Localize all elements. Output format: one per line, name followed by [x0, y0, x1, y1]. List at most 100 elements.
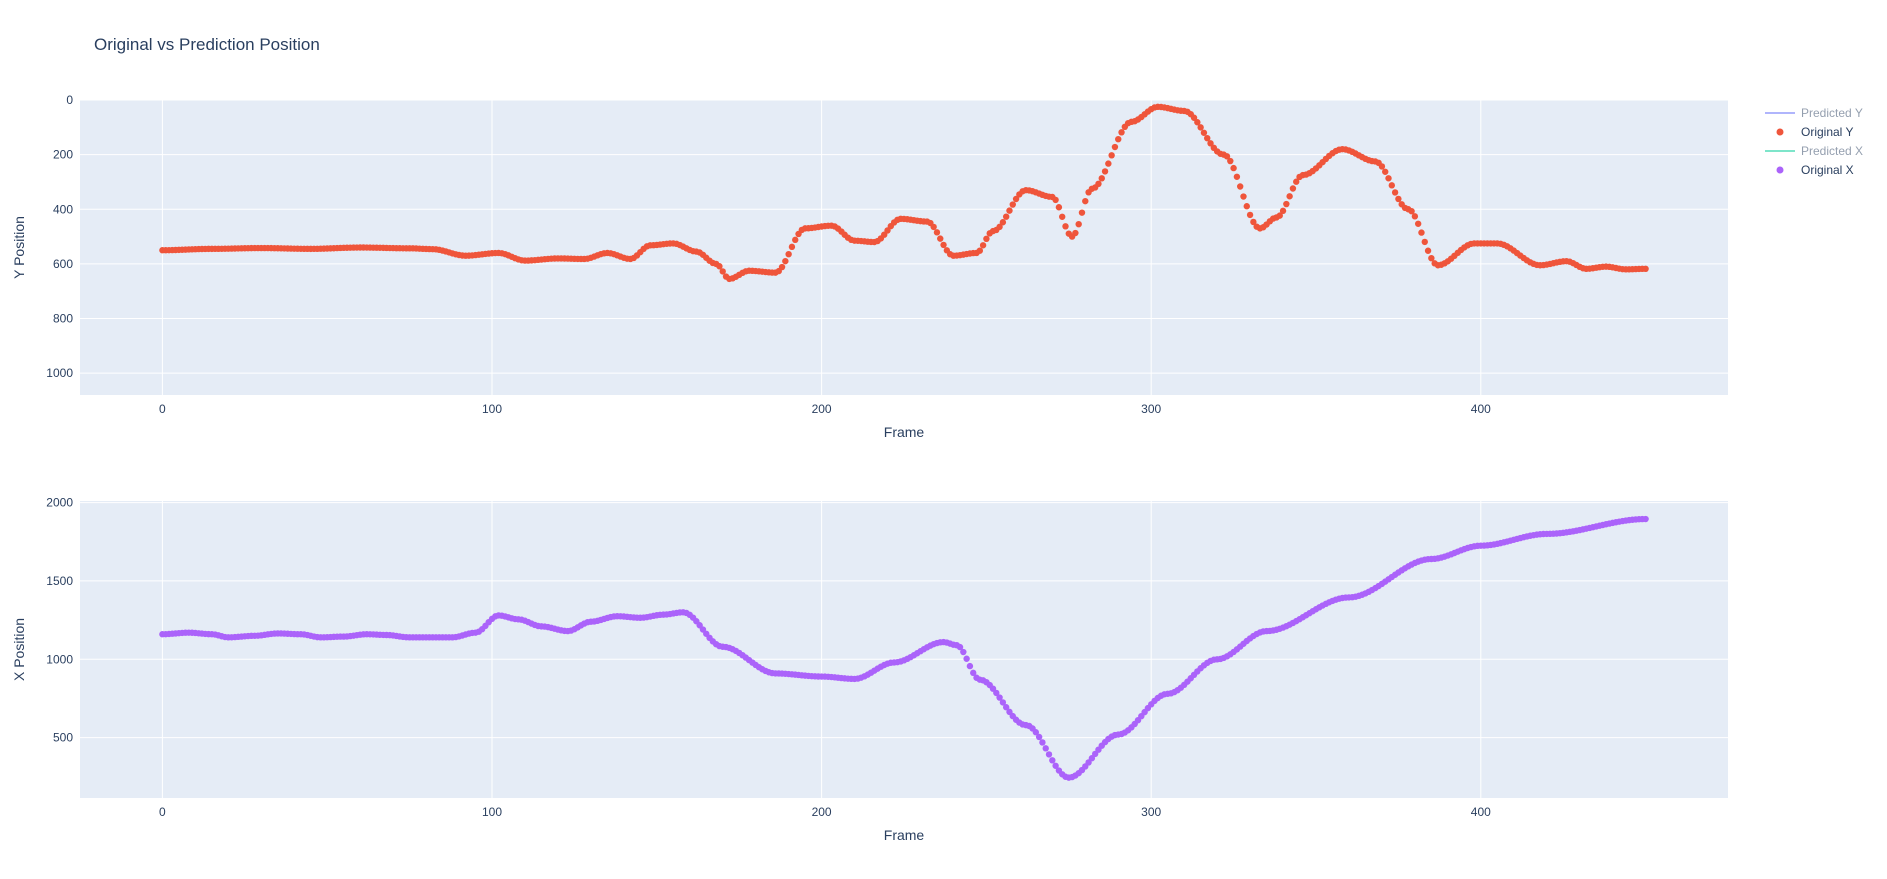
x-tick-label: 300 [1141, 402, 1161, 416]
data-point [1411, 213, 1419, 220]
data-point [1082, 197, 1089, 205]
data-point [1289, 185, 1297, 192]
data-point [1227, 157, 1234, 165]
data-point [792, 236, 799, 244]
x-tick-label: 300 [1141, 805, 1161, 819]
data-point [1240, 193, 1247, 200]
legend-item-original-y[interactable]: Original Y [1776, 125, 1854, 139]
data-point [1002, 704, 1010, 711]
data-point [1388, 182, 1396, 189]
data-point [983, 235, 990, 242]
y-tick-label: 1000 [46, 652, 73, 666]
data-point [1009, 201, 1016, 208]
data-point [1062, 223, 1069, 230]
data-point [966, 662, 974, 670]
data-point [1286, 193, 1293, 200]
data-point [1414, 220, 1422, 227]
legend-swatch-marker [1776, 128, 1784, 136]
y-tick-label: 800 [53, 312, 73, 326]
data-point [1233, 173, 1241, 180]
data-point [1246, 211, 1254, 219]
data-point [1230, 164, 1237, 172]
legend-label: Original Y [1801, 125, 1853, 139]
data-point [1072, 229, 1079, 237]
data-point [1642, 265, 1649, 273]
data-point [1035, 733, 1043, 741]
data-point [1204, 134, 1211, 142]
data-point [999, 699, 1007, 706]
x-tick-label: 200 [812, 805, 832, 819]
data-point [996, 694, 1003, 701]
data-point [1243, 203, 1250, 210]
y-tick-label: 200 [53, 148, 73, 162]
series-original-x [159, 515, 1649, 781]
x-tick-label: 100 [482, 402, 502, 416]
data-point [996, 223, 1003, 231]
x-axis-title: Frame [884, 424, 925, 440]
data-point [1095, 180, 1102, 188]
data-point [1101, 168, 1109, 175]
x-tick-label: 100 [482, 805, 502, 819]
data-point [1055, 204, 1063, 211]
data-point [1421, 238, 1428, 246]
data-point [1283, 200, 1290, 208]
y-tick-label: 1500 [46, 574, 73, 588]
data-point [930, 223, 937, 231]
data-point [1428, 254, 1435, 262]
data-point [1059, 213, 1066, 220]
y-axis-title: X Position [11, 618, 27, 681]
data-point [1391, 189, 1399, 196]
data-point [1223, 153, 1231, 160]
x-tick-label: 0 [159, 402, 166, 416]
x-tick-label: 400 [1471, 805, 1491, 819]
legend-item-predicted-x[interactable]: Predicted X [1765, 144, 1863, 158]
data-point [1111, 143, 1119, 151]
data-point [1408, 207, 1415, 215]
data-point [1197, 124, 1204, 131]
data-point [970, 669, 977, 677]
data-point [1042, 745, 1049, 752]
data-point [1279, 207, 1287, 215]
legend[interactable]: Predicted Y Original Y Predicted X Original… [1765, 106, 1863, 177]
data-point [782, 257, 789, 265]
chart-title: Original vs Prediction Position [94, 35, 320, 54]
x-axis-title: Frame [884, 827, 925, 843]
data-point [1642, 515, 1649, 523]
y-tick-label: 500 [53, 731, 73, 745]
data-point [1382, 168, 1389, 175]
data-point [1052, 762, 1059, 769]
data-point [1078, 209, 1086, 216]
data-point [1105, 160, 1112, 167]
data-point [963, 655, 970, 662]
data-point [1108, 152, 1115, 159]
data-point [719, 268, 726, 275]
data-point [788, 243, 796, 251]
data-point [1098, 175, 1105, 182]
data-point [1236, 183, 1244, 190]
data-point [1378, 163, 1386, 170]
legend-label: Predicted X [1801, 144, 1863, 158]
data-point [1075, 220, 1082, 228]
data-point [1207, 140, 1214, 147]
legend-item-original-x[interactable]: Original X [1776, 163, 1854, 177]
data-point [1250, 218, 1257, 226]
data-point [933, 229, 941, 236]
data-point [976, 247, 984, 254]
data-point [979, 242, 987, 249]
data-point [785, 250, 792, 258]
legend-label: Predicted Y [1801, 106, 1863, 120]
data-point [778, 263, 786, 271]
data-point [716, 263, 723, 270]
data-point [1115, 136, 1122, 143]
legend-item-predicted-y[interactable]: Predicted Y [1765, 106, 1863, 120]
data-point [1049, 757, 1056, 764]
series-original-y [159, 103, 1649, 283]
data-point [1045, 751, 1053, 758]
y-tick-label: 600 [53, 257, 73, 271]
data-point [1039, 739, 1046, 746]
data-point [1006, 207, 1013, 214]
y-tick-label: 400 [53, 202, 73, 216]
y-tick-label: 1000 [46, 366, 73, 380]
subplot-y-position: 0 200 400 600 800 1000 0 100 200 300 400 Frame Y Pos… [11, 93, 1728, 440]
